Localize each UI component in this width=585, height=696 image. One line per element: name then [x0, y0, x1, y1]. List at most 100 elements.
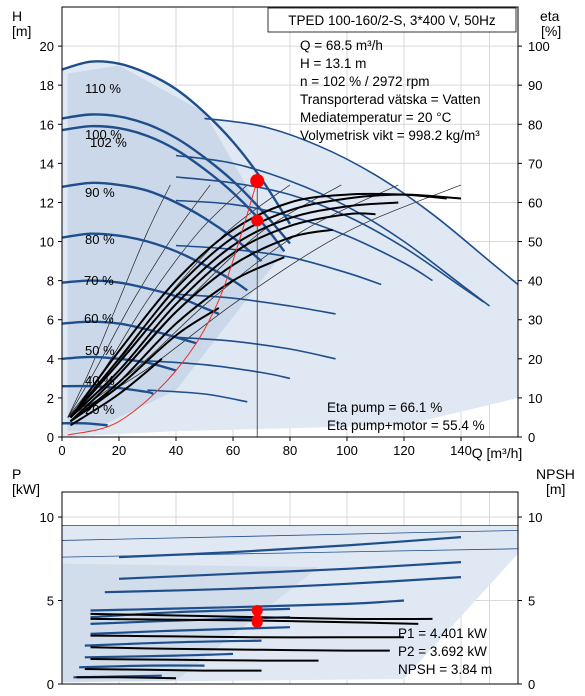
y2-tick-label: 0 [528, 430, 535, 445]
operating-point [251, 605, 263, 617]
npsh-tick-label: 10 [528, 510, 542, 525]
speed-label: 50 % [85, 343, 115, 358]
y2-tick-label: 40 [528, 274, 542, 289]
y2-axis-title: eta [540, 8, 560, 24]
speed-label: 60 % [84, 311, 114, 326]
npsh-axis-unit: [m] [546, 481, 565, 497]
y-tick-label: 18 [40, 78, 54, 93]
power-info-line: P1 = 4.401 kW [398, 626, 487, 641]
speed-label: 70 % [84, 273, 114, 288]
operating-info-line: Mediatemperatur = 20 °C [300, 110, 452, 125]
speed-label: 20 % [85, 402, 115, 417]
y-tick-label: 12 [40, 195, 54, 210]
p-tick-label: 5 [47, 594, 54, 609]
envelope-curve [175, 244, 382, 286]
npsh-tick-label: 0 [528, 677, 535, 692]
npsh-curve [90, 634, 404, 639]
p-axis-title: P [12, 466, 21, 482]
npsh-curve [76, 676, 177, 680]
power-curve [90, 599, 405, 612]
bottom-plot-area [62, 524, 518, 683]
chart-title: TPED 100-160/2-S, 3*400 V, 50Hz [288, 13, 496, 28]
p-axis-unit: [kW] [12, 481, 40, 497]
head-curve [62, 124, 286, 253]
speed-label: 80 % [85, 232, 115, 247]
x-tick-label: 100 [336, 443, 358, 458]
y-axis-unit: [m] [12, 23, 31, 39]
envelope-curve [175, 336, 336, 360]
efficiency-curve [69, 201, 399, 419]
y2-tick-label: 60 [528, 195, 542, 210]
speed-label: 110 % [85, 81, 121, 96]
head-curve [62, 384, 154, 396]
operating-info-line: Volymetrisk vikt = 998.2 kg/m³ [300, 128, 480, 143]
efficiency-curve [69, 307, 220, 423]
power-curve [79, 664, 205, 669]
power-region-dark [62, 563, 319, 683]
speed-label: 40 % [85, 373, 115, 388]
head-curve [62, 279, 220, 316]
efficiency-curve [69, 193, 462, 419]
y-tick-label: 0 [47, 430, 54, 445]
y2-axis-unit: [%] [541, 23, 561, 39]
eta-isoline [67, 184, 462, 418]
envelope-curve [147, 389, 248, 403]
x-tick-label: 120 [393, 443, 415, 458]
operating-info-line: H = 13.1 m [300, 56, 366, 71]
x-tick-label: 0 [58, 443, 65, 458]
power-info-line: NPSH = 3.84 m [398, 662, 492, 677]
efficiency-curve [69, 358, 163, 427]
y-tick-label: 6 [47, 313, 54, 328]
efficiency-curve [69, 228, 333, 423]
power-curve [90, 607, 291, 619]
power-curve [118, 561, 462, 580]
power-envelope-line [62, 530, 518, 541]
efficiency-curve [69, 212, 376, 419]
system-curve [67, 180, 258, 436]
eta-isoline [67, 184, 211, 418]
operating-point [251, 616, 263, 628]
y2-tick-label: 70 [528, 156, 542, 171]
y2-tick-label: 10 [528, 391, 542, 406]
power-curve [90, 626, 291, 635]
y2-tick-label: 90 [528, 78, 542, 93]
power-curve [84, 652, 234, 659]
head-curve [62, 421, 108, 427]
speed-label: 90 % [85, 185, 115, 200]
power-curve [84, 639, 262, 647]
top-plot-area [62, 60, 518, 437]
p-tick-label: 10 [40, 510, 54, 525]
power-curve [104, 576, 462, 594]
y-tick-label: 8 [47, 274, 54, 289]
y2-tick-label: 50 [528, 235, 542, 250]
p-tick-label: 0 [47, 677, 54, 692]
operating-info-line: n = 102 % / 2972 rpm [300, 74, 429, 89]
operating-region-dark [67, 65, 285, 432]
eta-point [251, 214, 264, 227]
efficiency-curve [69, 256, 285, 423]
head-curve [62, 320, 197, 345]
y2-tick-label: 20 [528, 352, 542, 367]
npsh-curve [90, 658, 319, 662]
y-tick-label: 20 [40, 39, 54, 54]
efficiency-info-line: Eta pump = 66.1 % [327, 400, 442, 415]
y2-tick-label: 100 [528, 39, 550, 54]
power-curve [118, 536, 462, 559]
envelope-curve [204, 117, 518, 286]
bottom-frame [61, 491, 519, 685]
y-tick-label: 2 [47, 391, 54, 406]
envelope-curve [175, 199, 433, 282]
envelope-curve [175, 176, 485, 303]
y2-tick-label: 80 [528, 117, 542, 132]
x-tick-label: 140 [450, 443, 472, 458]
head-curve [62, 232, 248, 292]
operating-info-line: Q = 68.5 m³/h [300, 38, 383, 53]
x-tick-label: 60 [226, 443, 240, 458]
x-tick-label: 20 [112, 443, 126, 458]
x-tick-label: 40 [169, 443, 183, 458]
title-box [267, 7, 517, 33]
envelope-curve [175, 293, 336, 315]
y-axis-title: H [12, 8, 22, 24]
duty-point [250, 173, 265, 188]
